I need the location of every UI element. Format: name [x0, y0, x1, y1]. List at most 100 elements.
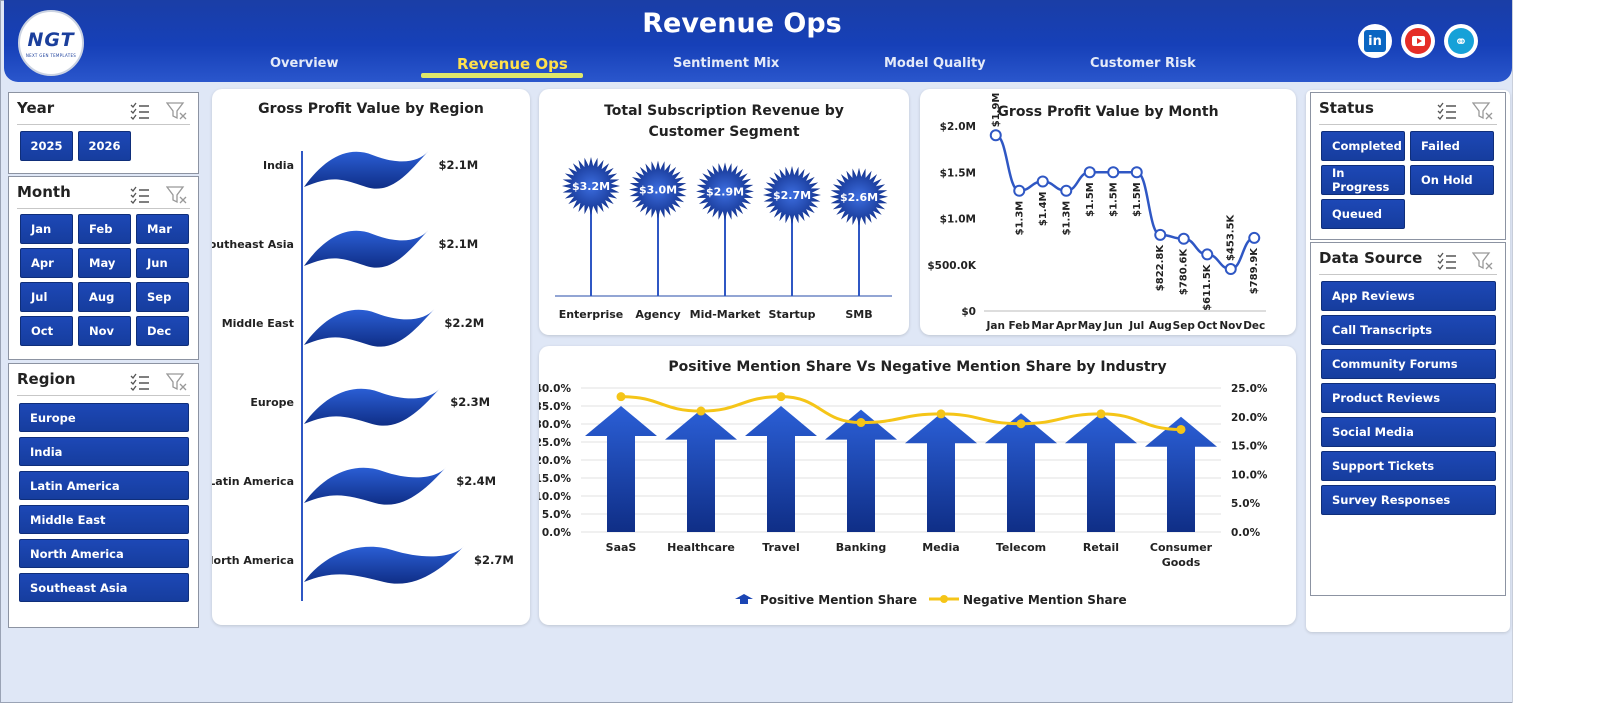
chart-title: Gross Profit Value by Region — [258, 101, 484, 117]
industry-category-label: Travel — [762, 541, 800, 554]
industry-category-label: Media — [922, 541, 959, 554]
slicer-region-item[interactable]: North America — [19, 539, 189, 568]
industry-category-label: Telecom — [996, 541, 1046, 554]
tab-customer-risk[interactable]: Customer Risk — [1090, 56, 1196, 71]
month-x-tick: Dec — [1243, 320, 1265, 332]
slicer-year: Year 2025 2026 — [8, 92, 199, 174]
clear-filter-icon[interactable] — [166, 372, 188, 392]
month-value-label: $1.5M — [1132, 182, 1143, 217]
clear-filter-icon[interactable] — [166, 185, 188, 205]
month-value-label: $1.9M — [991, 93, 1002, 128]
slicer-title: Region — [17, 370, 76, 388]
tab-overview[interactable]: Overview — [270, 56, 339, 71]
slicer-month-item[interactable]: Jul — [20, 282, 73, 312]
tab-revenue-ops[interactable]: Revenue Ops — [457, 55, 568, 73]
month-x-tick: Apr — [1056, 320, 1078, 332]
website-button[interactable]: ⚭ — [1444, 24, 1478, 58]
month-point — [1083, 166, 1096, 179]
slicer-divider — [17, 395, 190, 396]
multi-select-icon[interactable] — [1436, 101, 1458, 121]
slicer-month-item[interactable]: Mar — [136, 214, 189, 244]
industry-arrow-bar — [585, 406, 657, 532]
month-value-label: $1.3M — [1014, 201, 1025, 236]
slicer-source-item[interactable]: Community Forums — [1321, 349, 1496, 379]
slicer-month-item[interactable]: Sep — [136, 282, 189, 312]
month-point — [989, 129, 1002, 142]
legend-positive-label: Positive Mention Share — [760, 593, 917, 607]
brand-logo[interactable]: NGT NEXT GEN TEMPLATES — [18, 10, 84, 76]
slicer-month-item[interactable]: Dec — [136, 316, 189, 346]
month-point — [1248, 231, 1261, 244]
slicer-status-item[interactable]: On Hold — [1410, 165, 1494, 195]
slicer-region-item[interactable]: India — [19, 437, 189, 466]
month-point — [1107, 166, 1120, 179]
multi-select-icon[interactable] — [1436, 251, 1458, 271]
region-value-label: $2.1M — [438, 158, 478, 172]
slicer-status-item[interactable]: Failed — [1410, 131, 1494, 161]
slicer-data-source: Data Source App Reviews Call Transcripts… — [1310, 242, 1506, 596]
slicer-month-item[interactable]: Oct — [20, 316, 73, 346]
region-value-label: $2.1M — [438, 237, 478, 251]
slicer-month-item[interactable]: Feb — [78, 214, 131, 244]
region-category-label: Southeast Asia — [212, 238, 294, 251]
multi-select-icon[interactable] — [129, 185, 151, 205]
chart-card-region: Gross Profit Value by Region India $2.1M S… — [212, 89, 530, 625]
slicer-source-item[interactable]: Call Transcripts — [1321, 315, 1496, 345]
page-title: Revenue Ops — [642, 8, 842, 39]
tab-sentiment-mix[interactable]: Sentiment Mix — [673, 56, 780, 71]
industry-line-point — [776, 392, 786, 402]
slicer-month: Month Jan Feb Mar Apr May Jun Jul Aug Se… — [8, 176, 199, 360]
segment-category-label: Enterprise — [559, 308, 624, 321]
month-value-label: $611.5K — [1202, 263, 1213, 311]
slicer-region-item[interactable]: Latin America — [19, 471, 189, 500]
slicer-month-item[interactable]: Jun — [136, 248, 189, 278]
slicer-status-item[interactable]: Queued — [1321, 199, 1405, 229]
slicer-year-item[interactable]: 2026 — [78, 131, 131, 161]
slicer-status-item[interactable]: In Progress — [1321, 165, 1405, 195]
multi-select-icon[interactable] — [129, 372, 151, 392]
industry-line-point — [856, 418, 866, 428]
chart-title: Total Subscription Revenue by Customer S… — [604, 103, 844, 140]
slicer-region-item[interactable]: Middle East — [19, 505, 189, 534]
industry-arrow-bar — [985, 413, 1057, 532]
clear-filter-icon[interactable] — [1472, 251, 1494, 271]
month-x-tick: Feb — [1009, 320, 1031, 332]
month-point — [1130, 166, 1143, 179]
slicer-title: Status — [1319, 99, 1374, 117]
slicer-month-item[interactable]: Jan — [20, 214, 73, 244]
slicer-region-item[interactable]: Southeast Asia — [19, 573, 189, 602]
slicer-source-item[interactable]: Product Reviews — [1321, 383, 1496, 413]
slicer-region-item[interactable]: Europe — [19, 403, 189, 432]
tab-model-quality[interactable]: Model Quality — [884, 56, 986, 71]
slicer-source-item[interactable]: App Reviews — [1321, 281, 1496, 311]
linkedin-button[interactable]: in — [1358, 24, 1392, 58]
month-x-tick: Jun — [1103, 320, 1123, 332]
industry-right-tick: 5.0% — [1231, 498, 1261, 510]
slicer-source-item[interactable]: Survey Responses — [1321, 485, 1496, 515]
chart-title: Positive Mention Share Vs Negative Menti… — [668, 359, 1167, 375]
industry-arrow-bar — [665, 409, 737, 532]
segment-burst-mark — [830, 167, 888, 226]
multi-select-icon[interactable] — [129, 101, 151, 121]
clear-filter-icon[interactable] — [1472, 101, 1494, 121]
industry-category-label: Healthcare — [667, 541, 735, 554]
slicer-month-item[interactable]: Aug — [78, 282, 131, 312]
clear-filter-icon[interactable] — [166, 101, 188, 121]
youtube-button[interactable] — [1401, 24, 1435, 58]
month-point — [1013, 184, 1026, 197]
slicer-month-item[interactable]: Apr — [20, 248, 73, 278]
slicer-month-item[interactable]: Nov — [78, 316, 131, 346]
slicer-source-item[interactable]: Support Tickets — [1321, 451, 1496, 481]
industry-line-point — [696, 406, 706, 416]
industry-left-tick: 0.0% — [542, 527, 572, 539]
youtube-icon — [1405, 28, 1431, 54]
slicer-month-item[interactable]: May — [78, 248, 131, 278]
slicer-status-item[interactable]: Completed — [1321, 131, 1405, 161]
slicer-year-item[interactable]: 2025 — [20, 131, 73, 161]
slicer-source-item[interactable]: Social Media — [1321, 417, 1496, 447]
industry-left-tick: 5.0% — [542, 509, 572, 521]
month-x-tick: Sep — [1173, 320, 1196, 332]
slicer-region: Region Europe India Latin America Middle… — [8, 363, 199, 628]
industry-right-tick: 25.0% — [1231, 383, 1268, 395]
industry-category-label: Goods — [1162, 556, 1201, 569]
